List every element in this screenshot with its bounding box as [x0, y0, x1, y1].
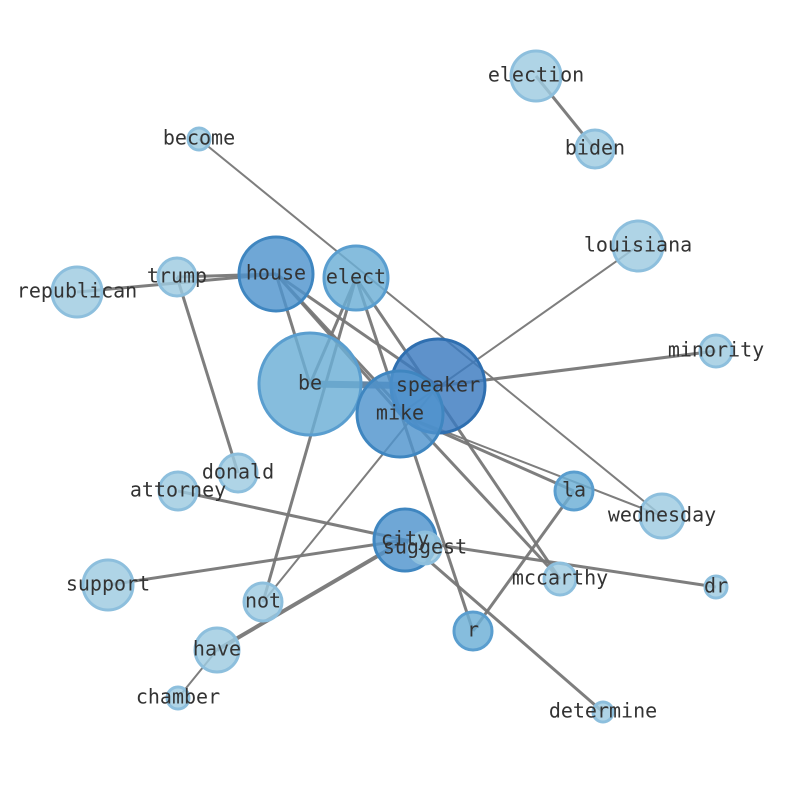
node: [217, 452, 259, 494]
node: [638, 492, 686, 540]
edge: [175, 276, 240, 474]
edge: [215, 538, 407, 652]
node: [257, 331, 363, 437]
labels: election biden become louisiana trump republi…: [17, 63, 764, 723]
node: [574, 128, 616, 170]
node-label: have: [193, 637, 241, 661]
node: [193, 626, 241, 674]
node: [157, 470, 199, 512]
node-label: determine: [549, 699, 657, 723]
node-label: be: [298, 371, 322, 395]
node: [322, 244, 390, 312]
node: [611, 219, 665, 273]
node: [703, 574, 729, 600]
edge: [261, 277, 358, 603]
node-label: attorney: [130, 478, 226, 502]
node: [81, 558, 135, 612]
edge: [404, 538, 604, 714]
node: [553, 470, 595, 512]
node-label: biden: [565, 136, 625, 160]
node: [355, 369, 445, 459]
edge: [107, 538, 406, 587]
node-label: not: [245, 589, 281, 613]
node-label: minority: [668, 338, 764, 362]
node: [591, 700, 615, 724]
node-label: election: [488, 63, 584, 87]
edge: [177, 489, 406, 542]
node: [242, 581, 284, 623]
node-label: r: [467, 618, 479, 642]
node-label: mccarthy: [512, 566, 608, 590]
edge: [471, 490, 576, 632]
node-label: louisiana: [584, 233, 692, 257]
node-label: wednesday: [608, 503, 716, 527]
node-label: republican: [17, 279, 137, 303]
node-label: house: [246, 261, 306, 285]
node-label: la: [562, 478, 586, 502]
node-label: elect: [326, 265, 386, 289]
node: [165, 685, 191, 711]
node-label: speaker: [396, 373, 480, 397]
node-label: city: [381, 527, 429, 551]
nodes: [50, 49, 734, 724]
node: [698, 333, 734, 369]
edge: [198, 138, 663, 517]
node: [407, 530, 443, 566]
node-label: become: [163, 126, 235, 150]
node-label: donald: [202, 460, 274, 484]
node: [237, 235, 315, 313]
node-label: support: [66, 572, 150, 596]
node: [509, 49, 563, 103]
node: [452, 610, 494, 652]
node-label: suggest: [383, 535, 467, 559]
node-label: dr: [704, 574, 728, 598]
node: [50, 265, 104, 319]
node: [186, 126, 212, 152]
node: [542, 561, 578, 597]
node-label: trump: [147, 264, 207, 288]
node-label: chamber: [136, 685, 220, 709]
node-label: mike: [376, 401, 424, 425]
node: [156, 256, 198, 298]
